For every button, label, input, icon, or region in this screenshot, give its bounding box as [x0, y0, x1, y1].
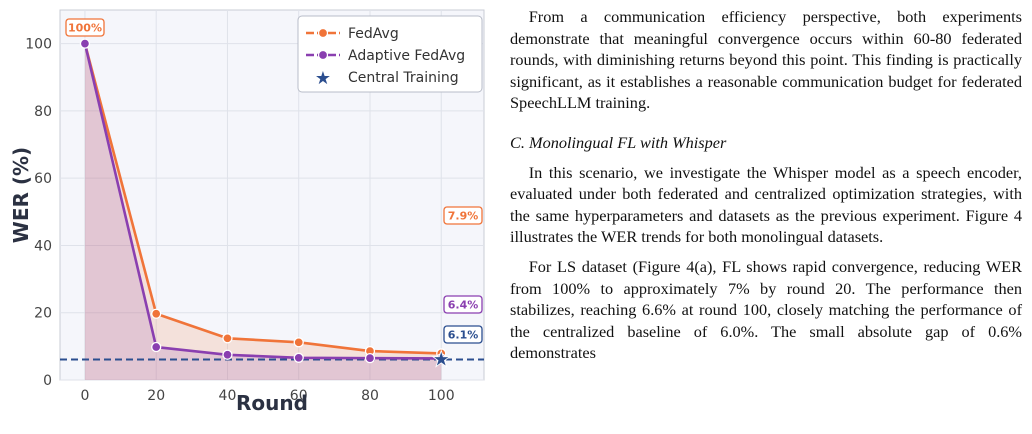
series-line-fedavg — [83, 43, 442, 355]
section-heading: C. Monolingual FL with Whisper — [510, 132, 727, 152]
y-tick-label: 60 — [34, 171, 52, 187]
central-training-star-icon: ★ — [431, 347, 451, 372]
x-tick-label: 100 — [428, 388, 455, 404]
paragraph-communication-efficiency: From a communication efficiency perspect… — [510, 7, 1022, 113]
annotations: 100% 7.9% 6.4% 6.1% — [65, 18, 483, 344]
legend-adaptive-marker — [317, 49, 329, 61]
legend-fedavg-marker — [317, 27, 329, 39]
legend-fedavg-label: FedAvg — [348, 26, 399, 42]
data-point-fedavg — [151, 308, 162, 319]
annotation-label: 7.9% — [448, 210, 479, 223]
data-point-fedavg — [222, 333, 233, 344]
series-area-adaptive-fedavg — [84, 43, 442, 381]
annotation-badge — [443, 206, 483, 225]
x-axis-label: Round — [236, 391, 308, 415]
series-lines: ★ — [79, 38, 452, 373]
x-tick-label: 40 — [219, 388, 237, 404]
legend-central-label: Central Training — [348, 70, 459, 86]
data-point-fedavg — [293, 337, 304, 348]
paper-text-column: From a communication efficiency perspect… — [510, 6, 1022, 364]
data-point-adaptive-fedavg — [436, 353, 447, 364]
y-tick-label: 40 — [34, 238, 52, 254]
legend-star-icon: ★ — [315, 68, 331, 89]
annotation-badge — [443, 325, 483, 344]
data-point-adaptive-fedavg — [79, 38, 91, 49]
data-point-adaptive-fedavg — [222, 349, 233, 360]
grid — [60, 10, 484, 381]
legend: FedAvg Adaptive FedAvg ★ Central Trainin… — [297, 15, 483, 93]
data-point-adaptive-fedavg — [293, 352, 304, 363]
annotation-label: 6.1% — [448, 329, 479, 342]
y-tick-label: 80 — [34, 104, 52, 120]
x-tick-label: 20 — [147, 388, 165, 404]
paragraph-ls-dataset: For LS dataset (Figure 4(a), FL shows ra… — [510, 256, 1022, 363]
x-tick-label: 80 — [361, 388, 379, 404]
series-line-adaptive-fedavg — [83, 43, 442, 360]
x-tick-label: 60 — [290, 388, 308, 404]
annotation-badge — [65, 18, 105, 37]
data-point-adaptive-fedavg — [151, 341, 162, 353]
paragraph-whisper-scenario: In this scenario, we investigate the Whi… — [510, 162, 1022, 247]
data-point-adaptive-fedavg — [364, 352, 376, 364]
wer-chart: ★ 0 20 40 60 80 100 0 20 40 60 80 100 100% 7.9% 6.4% 6… — [0, 0, 495, 434]
y-tick-label: 20 — [34, 306, 52, 322]
series-area-fedavg — [84, 43, 442, 381]
tick-labels: 0 20 40 60 80 100 0 20 40 60 80 100 — [25, 37, 454, 404]
legend-adaptive-label: Adaptive FedAvg — [348, 48, 465, 64]
y-tick-label: 0 — [43, 373, 52, 389]
y-axis-label: WER (%) — [9, 147, 33, 243]
area-fills — [84, 43, 442, 381]
annotation-label: 100% — [68, 22, 102, 35]
annotation-badge — [443, 295, 483, 314]
x-tick-label: 0 — [80, 388, 89, 404]
annotation-label: 6.4% — [448, 299, 479, 312]
legend-box — [297, 15, 483, 93]
y-tick-label: 100 — [25, 37, 52, 53]
